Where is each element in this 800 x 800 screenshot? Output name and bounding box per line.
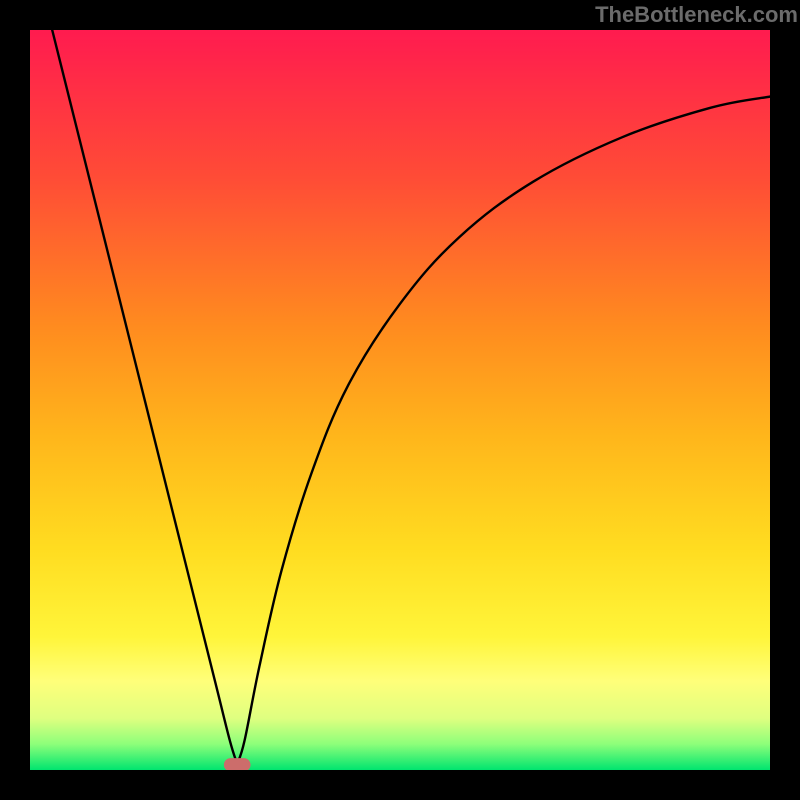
plot-area <box>30 30 770 770</box>
watermark-text: TheBottleneck.com <box>595 2 798 28</box>
minimum-marker <box>224 758 251 770</box>
chart-svg <box>30 30 770 770</box>
gradient-background <box>30 30 770 770</box>
